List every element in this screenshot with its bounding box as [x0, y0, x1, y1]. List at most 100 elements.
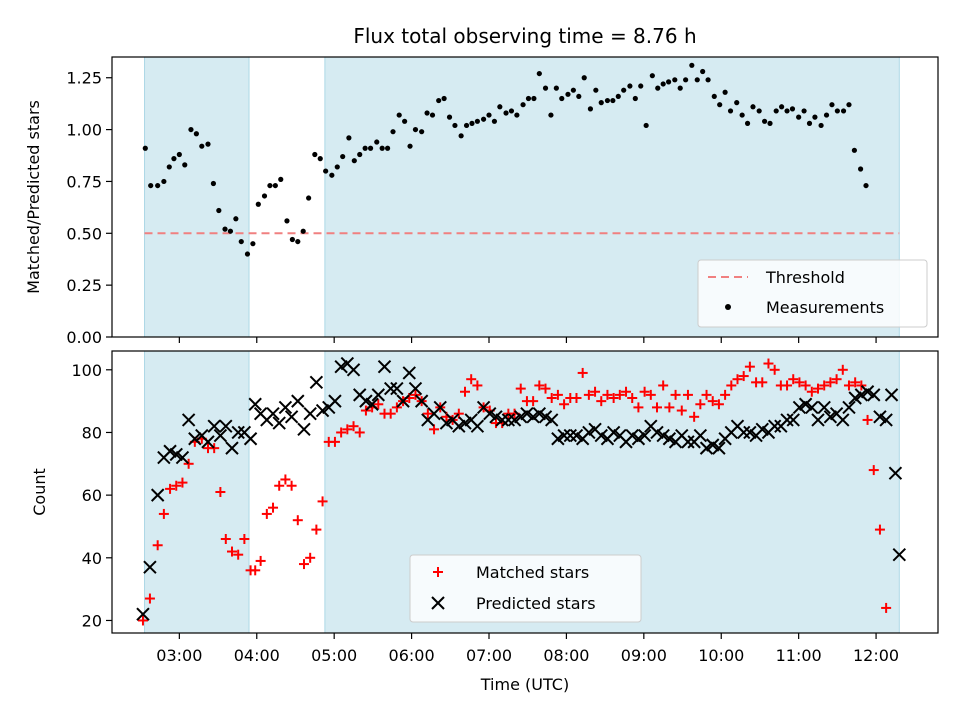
matched-star-point	[850, 377, 861, 388]
measurement-point	[396, 112, 402, 118]
predicted-star-point	[817, 400, 831, 415]
legend-measurements-swatch	[725, 304, 731, 310]
matched-star-point	[152, 540, 163, 551]
measurement-point	[419, 129, 425, 135]
bottom-y-tick-label: 100	[71, 361, 102, 380]
measurement-point	[789, 106, 796, 112]
measurement-point	[379, 145, 385, 151]
top-y-tick-label: 0.75	[66, 172, 102, 191]
measurement-point	[834, 108, 840, 114]
measurement-point	[565, 91, 571, 97]
measurement-point	[446, 114, 453, 120]
matched-star-point	[268, 502, 279, 513]
predicted-star-point	[888, 466, 903, 480]
measurement-point	[357, 151, 363, 158]
measurement-point	[486, 112, 492, 118]
matched-star-point	[528, 396, 539, 407]
measurement-point	[610, 97, 616, 104]
matched-star-point	[868, 465, 879, 476]
matched-star-point	[596, 396, 607, 407]
matched-star-point	[682, 389, 693, 400]
matched-star-point	[881, 602, 892, 613]
matched-star-point	[800, 380, 811, 391]
measurement-point	[429, 112, 436, 118]
legend-predicted-swatch	[431, 596, 445, 610]
measurement-point	[238, 238, 244, 245]
predicted-stars-series	[136, 356, 907, 621]
matched-star-point	[250, 565, 261, 576]
matched-star-point	[274, 480, 285, 491]
predicted-star-point	[248, 397, 262, 411]
measurement-point	[627, 83, 633, 89]
matched-star-point	[627, 393, 638, 403]
measurement-point	[436, 97, 442, 104]
measurement-point	[570, 87, 576, 93]
measurement-point	[166, 164, 172, 170]
measurement-point	[812, 114, 818, 120]
measurement-point	[244, 251, 251, 257]
measurement-point	[520, 102, 526, 108]
matched-star-point	[354, 427, 365, 438]
matched-star-point	[342, 424, 353, 435]
predicted-star-point	[402, 366, 416, 380]
top-y-tick-label: 0.00	[66, 328, 102, 347]
top-y-tick-label: 0.50	[66, 224, 102, 243]
predicted-star-point	[328, 394, 342, 408]
predicted-star-point	[150, 488, 165, 502]
measurement-point	[267, 182, 273, 189]
legend-matched-swatch	[433, 567, 443, 577]
predicted-star-point	[175, 450, 190, 465]
matched-star-point	[280, 474, 291, 485]
measurement-point	[857, 166, 864, 172]
measurement-point	[261, 193, 268, 199]
x-tick-label: 04:00	[234, 646, 280, 665]
matched-star-point	[165, 483, 176, 494]
measurement-point	[407, 143, 413, 149]
predicted-star-point	[284, 410, 299, 424]
measurement-point	[323, 168, 329, 174]
predicted-star-point	[219, 419, 233, 433]
matched-star-point	[608, 393, 619, 403]
matched-star-point	[651, 402, 662, 413]
matched-star-point	[583, 389, 594, 400]
measurement-point	[823, 112, 830, 118]
matched-star-point	[453, 408, 464, 419]
measurement-point	[222, 226, 228, 232]
measurement-point	[171, 156, 177, 162]
matched-star-point	[373, 399, 384, 410]
measurement-point	[161, 178, 167, 185]
matched-star-point	[621, 386, 632, 397]
matched-star-point	[788, 374, 799, 385]
measurement-point	[559, 95, 565, 102]
measurement-point	[750, 104, 756, 110]
matched-star-point	[732, 374, 743, 385]
matched-star-point	[311, 524, 322, 535]
predicted-star-point	[188, 432, 202, 446]
predicted-star-point	[181, 413, 196, 427]
measurement-point	[182, 162, 188, 168]
measurement-point	[717, 102, 723, 108]
matched-star-point	[183, 458, 194, 469]
predicted-star-point	[297, 422, 311, 437]
matched-star-point	[209, 443, 220, 454]
predicted-star-point	[225, 441, 239, 455]
matched-star-point	[645, 389, 656, 400]
measurement-point	[272, 182, 278, 189]
matched-star-point	[171, 480, 182, 491]
matched-star-point	[602, 389, 613, 400]
top-y-tick-label: 1.25	[66, 69, 102, 88]
x-tick-label: 10:00	[698, 646, 744, 665]
measurement-point	[508, 108, 515, 114]
measurement-point	[199, 143, 205, 149]
predicted-star-point	[433, 400, 447, 415]
matched-star-point	[305, 552, 316, 563]
measurement-point	[210, 180, 217, 187]
matched-star-point	[689, 411, 700, 422]
matched-star-point	[226, 546, 237, 557]
measurement-point	[351, 158, 357, 164]
measurement-point	[531, 95, 537, 102]
matched-star-point	[534, 380, 545, 391]
predicted-star-point	[545, 413, 559, 427]
measurement-point	[773, 108, 779, 114]
matched-star-point	[713, 399, 724, 410]
